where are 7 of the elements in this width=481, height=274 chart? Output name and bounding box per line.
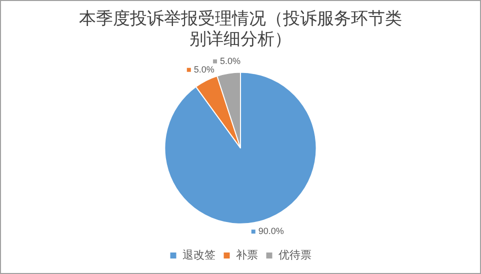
data-label: 5.0%	[194, 64, 214, 74]
chart-title: 本季度投诉举报受理情况（投诉服务环节类别详细分析）	[79, 8, 402, 48]
data-label: 90.0%	[258, 226, 284, 236]
legend-label: 退改签	[182, 248, 216, 262]
legend-label: 补票	[236, 248, 258, 262]
legend-label: 优待票	[278, 250, 312, 262]
data-label: 5.0%	[220, 56, 241, 66]
